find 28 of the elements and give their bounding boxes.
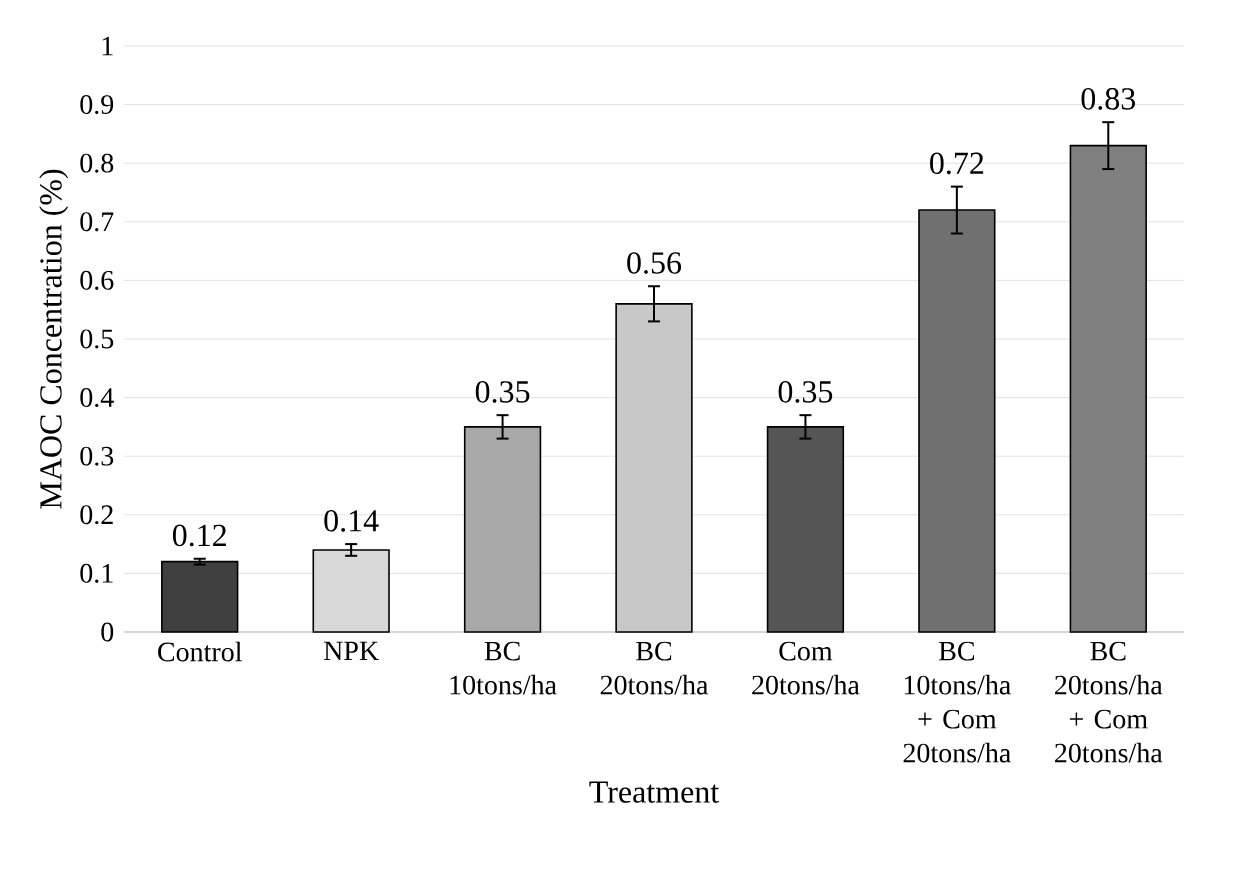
x-tick-label: BC 20tons/ha + Com 20tons/ha bbox=[1055, 641, 1163, 763]
y-tick-label: 0.3 bbox=[80, 446, 114, 466]
y-axis-title: MAOC Concentration (%) bbox=[39, 169, 69, 509]
y-tick-label: 0.4 bbox=[80, 388, 114, 408]
data-label: 0.83 bbox=[1081, 88, 1136, 110]
x-tick-label: Com 20tons/ha bbox=[752, 641, 860, 695]
data-label: 0.12 bbox=[172, 524, 226, 547]
data-label: 0.56 bbox=[627, 252, 682, 274]
y-tick-label: 0.2 bbox=[80, 505, 113, 525]
x-tick-label: Control bbox=[158, 641, 242, 662]
y-tick-label: 0 bbox=[101, 622, 114, 642]
data-label: 0.35 bbox=[778, 381, 833, 403]
x-axis-title: Treatment bbox=[589, 781, 720, 803]
y-tick-label: 0.8 bbox=[80, 153, 114, 173]
x-tick-label: BC 10tons/ha + Com 20tons/ha bbox=[903, 641, 1011, 763]
y-tick-label: 0.6 bbox=[80, 270, 114, 290]
data-label: 0.14 bbox=[324, 509, 379, 532]
x-tick-label: BC 20tons/ha bbox=[600, 641, 709, 695]
x-tick-label: BC 10tons/ha bbox=[450, 641, 557, 695]
x-tick-label: NPK bbox=[323, 641, 379, 661]
data-label: 0.72 bbox=[930, 152, 984, 175]
y-tick-label: 0.1 bbox=[80, 563, 113, 583]
y-tick-label: 0.7 bbox=[80, 212, 114, 232]
bar bbox=[161, 560, 239, 633]
y-tick-label: 0.9 bbox=[80, 95, 114, 115]
data-label: 0.35 bbox=[475, 381, 530, 403]
y-tick-label: 1 bbox=[102, 36, 113, 56]
y-tick-label: 0.5 bbox=[80, 329, 114, 349]
